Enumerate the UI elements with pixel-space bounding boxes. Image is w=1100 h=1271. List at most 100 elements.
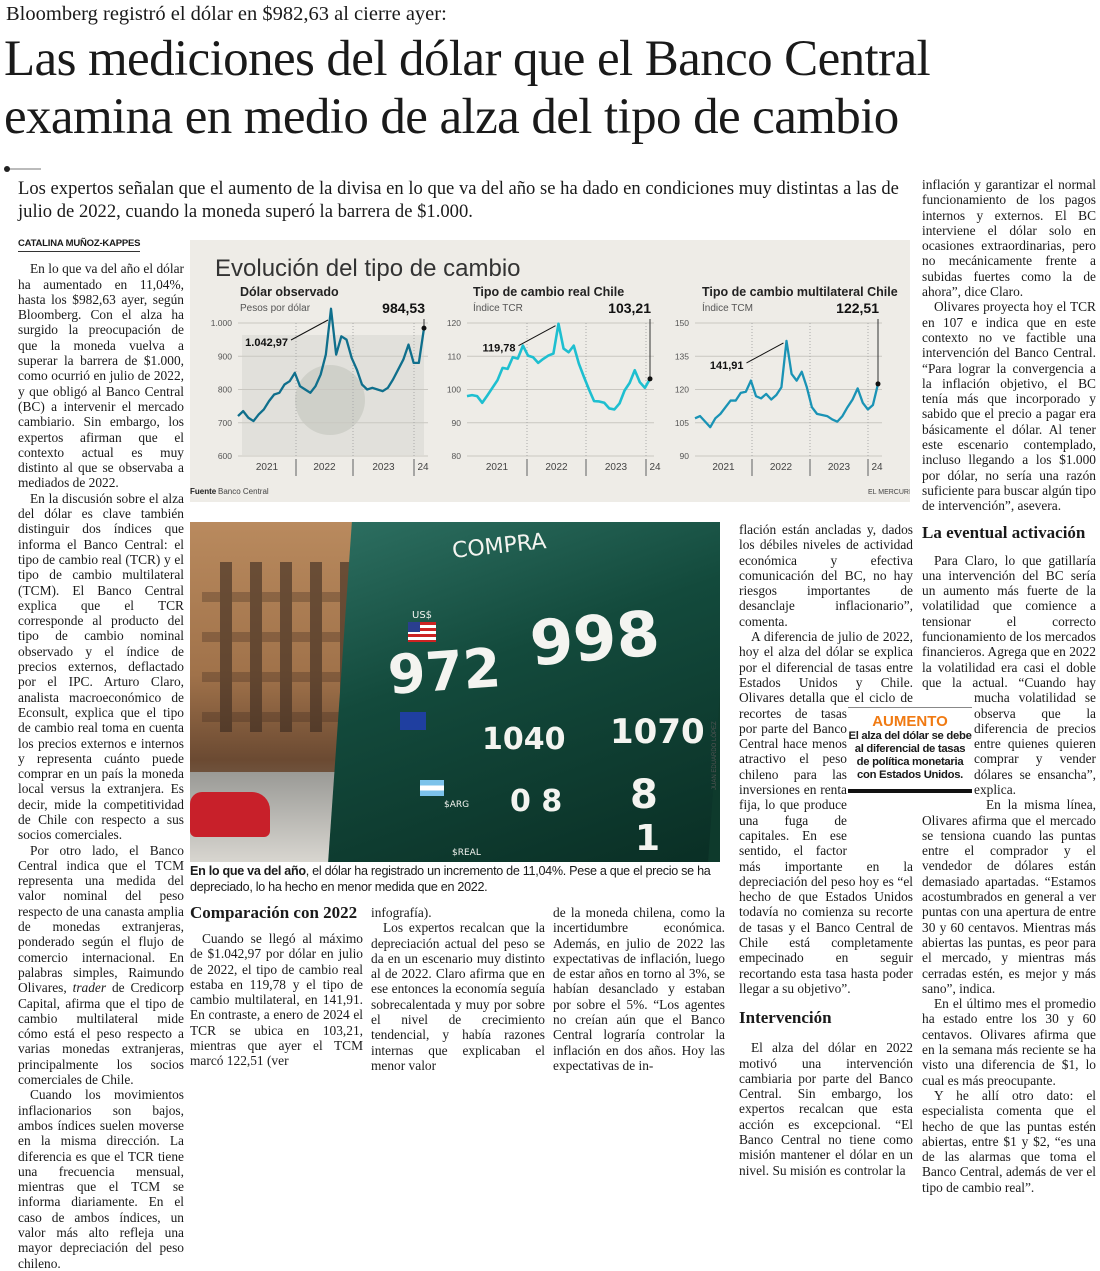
y-tick-label: 900: [218, 351, 232, 361]
section-heading-comparacion: Comparación con 2022: [190, 903, 363, 923]
peak-label: 1.042,97: [245, 337, 288, 349]
y-tick-label: 120: [447, 318, 461, 328]
source-label: Fuente: [190, 487, 217, 496]
chart-title: Tipo de cambio multilateral Chile: [702, 285, 898, 299]
paragraph: Cuando los movimientos inflacionarios so…: [18, 1087, 184, 1271]
x-tick-label: 2023: [828, 462, 851, 473]
article-column-5: flación están ancladas y, dados los débi…: [739, 522, 913, 1178]
last-value-label: 122,51: [836, 300, 879, 316]
last-value-dot: [422, 326, 427, 331]
x-tick-label: 2023: [372, 462, 395, 473]
article-column-6: inflación y garantizar el normal funcion…: [922, 177, 1096, 1195]
publisher-credit: EL MERCURIO: [868, 489, 910, 496]
photo-caption: En lo que va del año, el dólar ha regist…: [190, 863, 722, 895]
italic-term: trader: [73, 980, 106, 995]
x-tick-label: 24: [417, 462, 429, 473]
chart-ylabel: Índice TCM: [702, 301, 753, 314]
x-tick-label: 24: [871, 462, 883, 473]
series-line: [467, 324, 650, 410]
x-tick-label: 2022: [545, 462, 568, 473]
y-tick-label: 135: [675, 351, 689, 361]
text: de Credicorp Capital, afirma que el tipo…: [18, 980, 184, 1087]
y-tick-label: 600: [218, 451, 232, 461]
paragraph: de la moneda chilena, como la incertidum…: [553, 905, 725, 1073]
board-currency-arg: $ARG: [444, 800, 469, 810]
caption-lead: En lo que va del año: [190, 864, 306, 878]
photo-car: [190, 792, 270, 837]
paragraph: Y he allí otro dato: el especialista com…: [922, 1088, 1096, 1195]
y-tick-label: 150: [675, 318, 689, 328]
peak-arrow: [519, 326, 556, 346]
board-currency-usd: US$: [412, 610, 432, 621]
headline-line-2: examina en medio de alza del tipo de cam…: [4, 88, 1094, 146]
paragraph: Cuando se llegó al máximo de $1.042,97 p…: [190, 931, 363, 1069]
board-rate-usd-sell: 998: [527, 596, 662, 680]
ar-flag-icon: [420, 780, 444, 796]
board-rate-eur-buy: 1040: [482, 722, 566, 757]
x-tick-label: 2021: [256, 462, 279, 473]
paragraph: Olivares proyecta hoy el TCR en 107 e in…: [922, 299, 1096, 513]
board-rate-arg-sell: 8: [630, 772, 658, 818]
y-tick-label: 700: [218, 418, 232, 428]
board-rate-eur-sell: 1070: [610, 712, 705, 752]
section-heading-activacion: La eventual activación: [922, 523, 1096, 543]
chart-title: Dólar observado: [240, 285, 339, 299]
banknote-portrait: [295, 365, 365, 435]
last-value-label: 984,53: [382, 300, 425, 316]
chart-title: Tipo de cambio real Chile: [473, 285, 624, 299]
paragraph: infografía).: [371, 905, 545, 920]
deck-rule: [5, 168, 41, 170]
x-tick-label: 24: [649, 462, 661, 473]
paragraph: En lo que va del año el dólar ha aumenta…: [18, 261, 184, 490]
y-tick-label: 100: [447, 385, 461, 395]
y-tick-label: 80: [452, 451, 462, 461]
paragraph: En la misma línea, Olivares afirma que e…: [922, 797, 1096, 996]
y-tick-label: 800: [218, 385, 232, 395]
us-flag-icon: [408, 622, 436, 642]
y-tick-label: 105: [675, 418, 689, 428]
last-value-dot: [876, 381, 881, 386]
last-value-label: 103,21: [608, 300, 651, 316]
paragraph: Por otro lado, el Banco Central indica q…: [18, 843, 184, 1088]
board-rate-arg-buy: 0 8: [510, 784, 562, 819]
paragraph: El alza del dólar en 2022 motivó una int…: [739, 1040, 913, 1178]
chart-ylabel: Pesos por dólar: [240, 303, 311, 314]
peak-label: 119,78: [482, 343, 515, 355]
last-value-dot: [648, 376, 653, 381]
pull-quote-text: El alza del dólar se debe al diferencial…: [848, 730, 972, 782]
source-text: Banco Central: [218, 487, 269, 496]
text: Por otro lado, el Banco Central indica q…: [18, 843, 184, 996]
paragraph: En el último mes el promedio ha estado e…: [922, 996, 1096, 1088]
pull-quote: AUMENTO El alza del dólar se debe al dif…: [848, 707, 972, 793]
x-tick-label: 2022: [770, 462, 793, 473]
paragraph: inflación y garantizar el normal funcion…: [922, 177, 1096, 299]
photo-exchange-board: COMPRA US$ 972 998 1040 1070 $ARG 0 8 8 …: [190, 522, 720, 862]
byline: CATALINA MUÑOZ-KAPPES: [18, 236, 140, 252]
pull-quote-bar: [848, 789, 972, 793]
peak-arrow: [747, 343, 784, 363]
kicker: Bloomberg registró el dólar en $982,63 a…: [6, 3, 447, 26]
chart-ylabel: Índice TCR: [473, 301, 523, 314]
board-currency-real: $REAL: [452, 848, 481, 858]
article-column-3: infografía). Los expertos recalcan que l…: [371, 905, 545, 1073]
y-tick-label: 120: [675, 385, 689, 395]
board-rate-usd-buy: 972: [386, 636, 503, 707]
photo-windows: [202, 562, 352, 732]
y-tick-label: 110: [447, 351, 461, 361]
board-rate-real-sell: 1: [635, 818, 660, 859]
x-tick-label: 2023: [605, 462, 628, 473]
series-line: [695, 341, 878, 427]
deck: Los expertos señalan que el aumento de l…: [18, 177, 918, 223]
y-tick-label: 90: [680, 451, 690, 461]
deck-rule-dot: [4, 166, 10, 172]
y-tick-label: 1.000: [211, 318, 233, 328]
article-column-4: de la moneda chilena, como la incertidum…: [553, 905, 725, 1073]
paragraph: flación están ancladas y, dados los débi…: [739, 522, 913, 629]
peak-label: 141,91: [710, 360, 744, 372]
y-tick-label: 90: [452, 418, 462, 428]
paragraph: Los expertos recalcan que la depreciació…: [371, 920, 545, 1073]
eu-flag-icon: [400, 712, 426, 730]
x-tick-label: 2021: [486, 462, 509, 473]
x-tick-label: 2022: [313, 462, 336, 473]
